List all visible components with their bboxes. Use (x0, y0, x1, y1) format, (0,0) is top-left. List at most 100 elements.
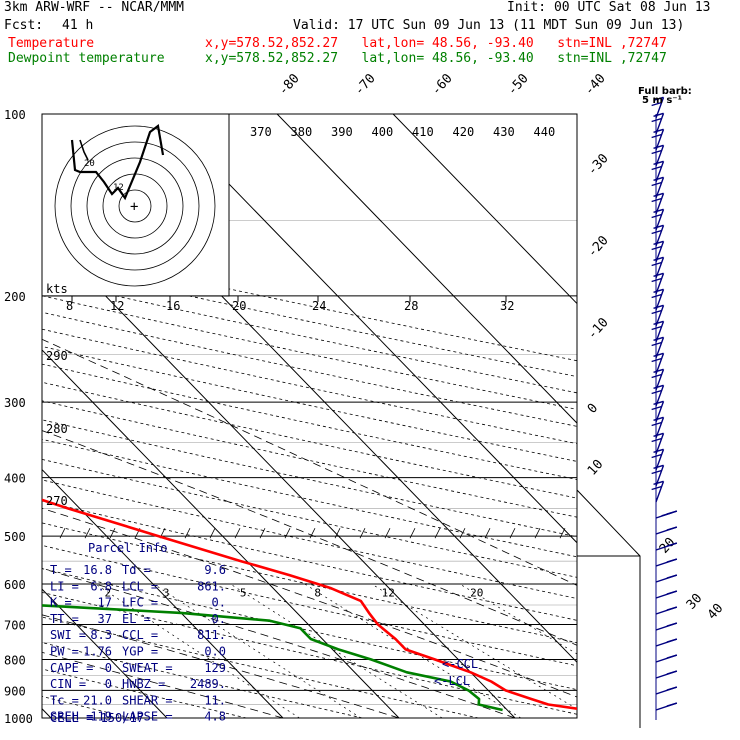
wind-barb-flag (651, 133, 662, 139)
wind-barb-flag (653, 176, 664, 181)
wind-barb-flag (651, 485, 662, 491)
parcel-field-label: SWEAT = (122, 661, 173, 675)
wind-barb-flag (651, 309, 662, 315)
theta-label: 440 (534, 125, 556, 139)
mixing-ratio-label: 20 (470, 587, 483, 600)
dry-adiabat (42, 500, 577, 621)
moisture-tick (434, 527, 441, 539)
wind-barb-flag (653, 160, 664, 165)
hodograph-ring (70, 141, 200, 271)
wind-barb-flag (653, 432, 664, 437)
mixing-ratio-line (371, 583, 577, 710)
dewpoint-legend-label: Dewpoint temperature (8, 51, 165, 66)
parcel-info-title: Parcel Info (88, 541, 167, 555)
wind-barb-flag (653, 352, 664, 357)
parcel-field-value: 2489. (190, 677, 226, 691)
moisture-tick (109, 527, 116, 539)
wind-barb-flag (653, 336, 664, 341)
wind-barb-flag (651, 357, 662, 363)
isotherm-label: -60 (429, 71, 456, 98)
wind-barb-flag (651, 373, 662, 379)
moisture-tick (559, 527, 566, 539)
wind-barb-flag (653, 480, 664, 485)
lcl-marker: <-LCL (434, 674, 470, 688)
wind-barb-flag (653, 464, 664, 469)
dry-adiabat (42, 263, 577, 378)
wind-barb-flag (666, 622, 678, 627)
hodo-speed-tick: 16 (166, 299, 180, 313)
wind-barb-flag (651, 293, 662, 299)
isotherm-label: -70 (352, 71, 379, 98)
moisture-tick (484, 527, 491, 539)
pressure-tick-label: 200 (4, 290, 26, 304)
parcel-field-label: EL = (122, 612, 151, 626)
theta-label: 370 (250, 125, 272, 139)
wind-barb-flag (653, 320, 664, 325)
wind-barb-flag (661, 512, 672, 517)
parcel-field-label: HWBZ = (122, 677, 165, 691)
dewpoint-profile (42, 604, 503, 712)
wind-barb-flag (653, 416, 664, 421)
isotherm-label: 40 (705, 601, 727, 623)
hodograph-trace-upper (79, 139, 89, 161)
dry-adiabat (42, 458, 577, 578)
moisture-tick (184, 527, 191, 539)
parcel-field-value: 0. (212, 612, 226, 626)
hodo-speed-tick: 20 (232, 299, 246, 313)
parcel-field-value: 129 (204, 661, 226, 675)
isotherm-label: -20 (585, 233, 612, 260)
theta-label: 410 (412, 125, 434, 139)
parcel-field-label: LAPSE = (122, 710, 173, 724)
parcel-field-label: LCL = (122, 579, 158, 593)
wind-barb (655, 481, 665, 503)
dry-adiabat (42, 346, 577, 462)
isotherm-label: -40 (582, 71, 609, 98)
isotherm-label: -30 (585, 151, 612, 178)
temperature-legend-label: Temperature (8, 36, 95, 51)
moisture-tick (384, 527, 391, 539)
pressure-tick-label: 1000 (4, 712, 33, 726)
wind-barb-flag (653, 112, 664, 117)
wind-barb-flag (651, 149, 662, 155)
theta-label: 400 (372, 125, 394, 139)
parcel-field-value: 1.76 (83, 645, 112, 659)
theta-label: 380 (291, 125, 313, 139)
wind-barb-flag (651, 469, 662, 475)
isotherm-label: 10 (585, 457, 607, 479)
moisture-tick (534, 527, 541, 539)
parcel-field-value: 16.8 (83, 563, 112, 577)
ccl-marker: <-CCL (442, 657, 478, 671)
isotherm-line (42, 349, 400, 719)
parcel-field-label: PW = (50, 645, 79, 659)
wind-barb-flag (666, 670, 678, 675)
pressure-tick-label: 900 (4, 684, 26, 698)
wind-barb-flag (651, 277, 662, 283)
wind-barb-flag (653, 400, 664, 405)
hodograph-trace (70, 124, 165, 201)
parcel-field-value: 17 (98, 596, 112, 610)
hodo-speed-tick: 12 (110, 299, 124, 313)
dry-adiabat (42, 642, 363, 719)
hodo-ring-label: 20 (84, 159, 95, 169)
wind-barb-flag (653, 96, 664, 101)
parcel-field-label: CAPE = (50, 661, 93, 675)
parcel-field-label: YGP = (122, 645, 158, 659)
wind-barb-flag (653, 224, 664, 229)
moisture-tick (359, 527, 366, 539)
barb-legend-unit: 5 m s⁻¹ (642, 95, 682, 106)
hodo-kts-label: kts (46, 282, 68, 296)
temperature-location-info: x,y=578.52,852.27 lat,lon= 48.56, -93.40… (205, 36, 667, 51)
mixing-ratio-label: 12 (382, 587, 395, 600)
hodo-speed-tick: 8 (66, 299, 73, 313)
parcel-field-label: T = (50, 563, 72, 577)
moisture-tick (334, 527, 341, 539)
wind-barb-flag (651, 405, 662, 411)
isotherm-line (42, 468, 284, 719)
hodograph-ring (86, 157, 184, 255)
cell-motion: CELL = 150/17 (50, 711, 144, 725)
parcel-field-value: 37 (98, 612, 112, 626)
wind-barb-flag (651, 101, 662, 107)
mixing-region-edge (576, 489, 641, 728)
hodo-speed-tick: 28 (404, 299, 418, 313)
wind-barb-flag (666, 574, 678, 579)
